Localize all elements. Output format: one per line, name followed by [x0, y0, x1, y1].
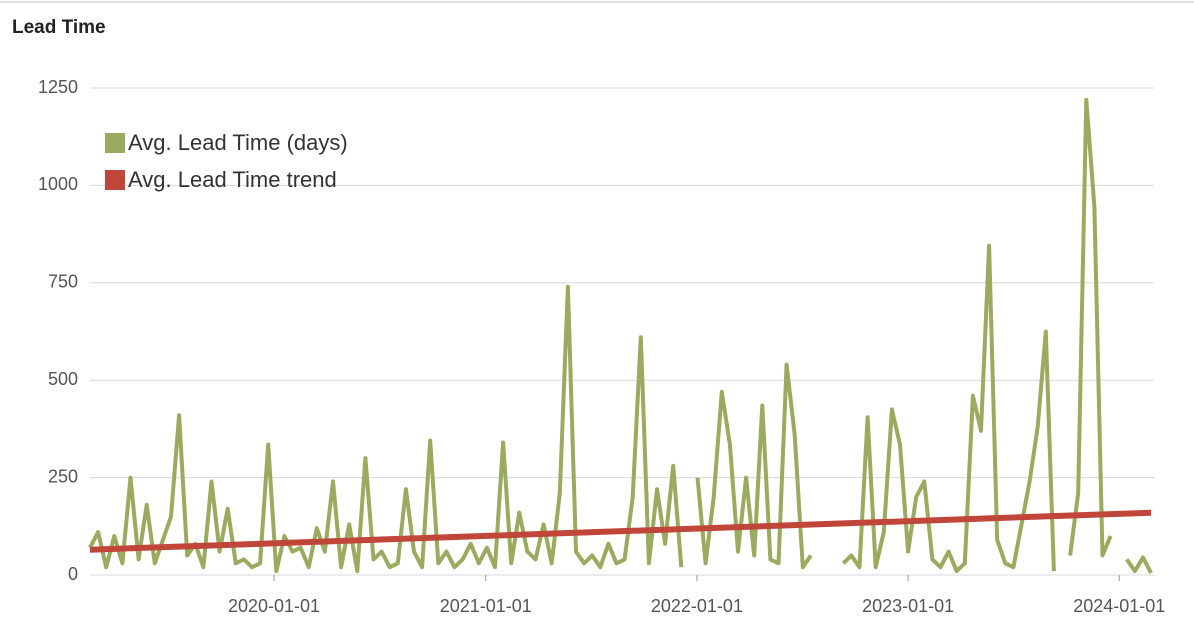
x-tick-label: 2024-01-01 [1073, 596, 1165, 616]
y-tick-label: 750 [48, 272, 78, 292]
legend-label: Avg. Lead Time (days) [128, 130, 348, 155]
x-tick-label: 2020-01-01 [228, 596, 320, 616]
series-line [88, 97, 1153, 575]
y-tick-label: 1000 [38, 174, 78, 194]
legend-label: Avg. Lead Time trend [128, 167, 337, 192]
series-line [89, 509, 1152, 553]
y-tick-label: 500 [48, 369, 78, 389]
x-tick-label: 2021-01-01 [440, 596, 532, 616]
legend-swatch [105, 170, 125, 190]
x-tick-label: 2023-01-01 [862, 596, 954, 616]
y-tick-label: 1250 [38, 77, 78, 97]
y-tick-label: 0 [68, 564, 78, 584]
x-tick-label: 2022-01-01 [651, 596, 743, 616]
chart-title: Lead Time [12, 17, 106, 38]
legend-swatch [105, 133, 125, 153]
y-tick-label: 250 [48, 466, 78, 486]
